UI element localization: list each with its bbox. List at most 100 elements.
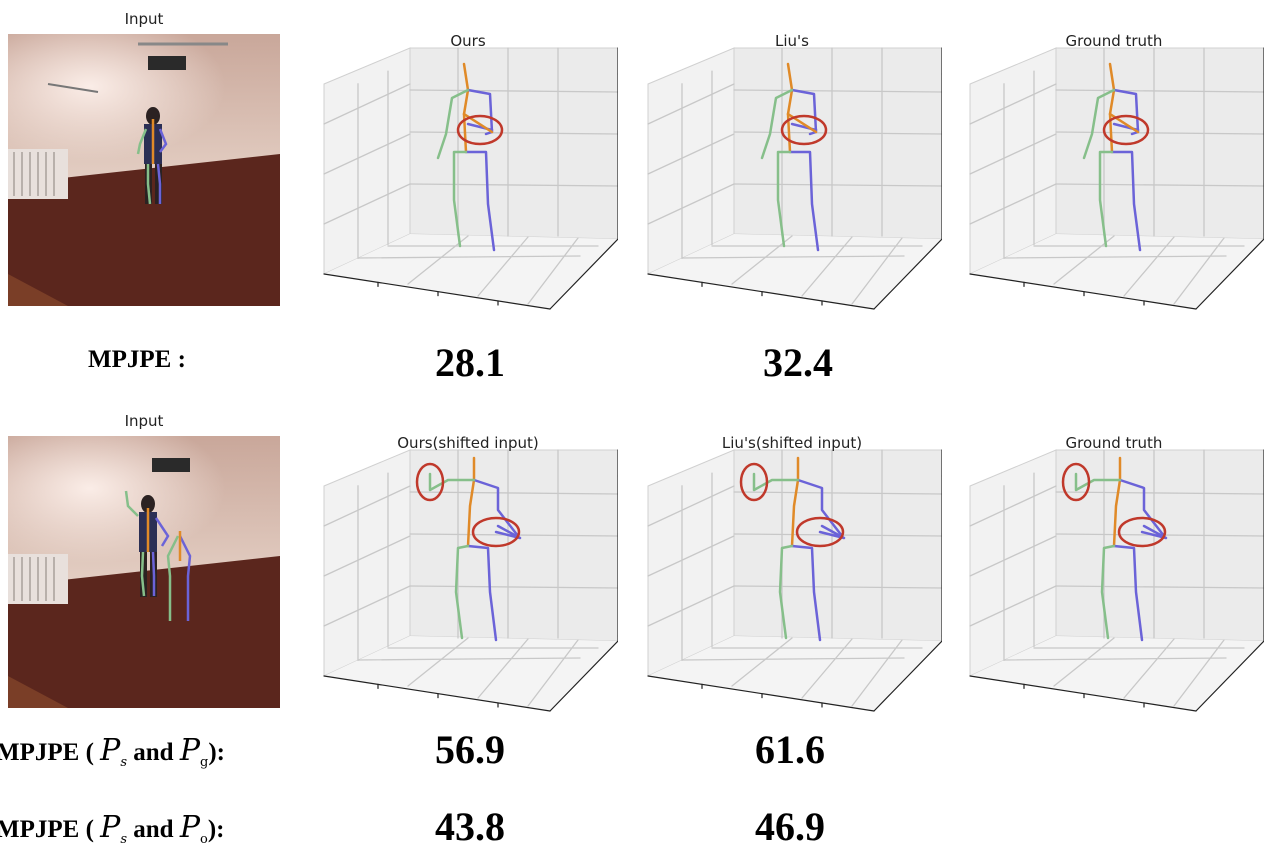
liu-value-pg: 61.6 bbox=[755, 727, 825, 772]
axis-edge bbox=[647, 675, 875, 712]
metric-prefix: MPJPE ( bbox=[0, 816, 94, 843]
math-symbol: P bbox=[179, 733, 200, 768]
metric-and: and bbox=[133, 739, 174, 766]
grid-line bbox=[851, 237, 903, 305]
grid-line bbox=[1123, 638, 1175, 699]
metric-suffix: ): bbox=[208, 739, 225, 766]
grid-line bbox=[647, 183, 735, 225]
grid-line bbox=[731, 637, 793, 687]
highlight-ellipse bbox=[795, 516, 845, 548]
grid-line bbox=[409, 183, 618, 187]
math-symbol: P bbox=[179, 810, 200, 845]
right-forearm-bone bbox=[818, 524, 846, 540]
grid-line bbox=[969, 133, 1057, 175]
grid-line bbox=[1055, 131, 1264, 135]
grid-line bbox=[647, 133, 735, 175]
math-subscript: s bbox=[120, 832, 127, 847]
grid-line bbox=[323, 585, 411, 627]
liu-value-po: 46.9 bbox=[755, 804, 825, 849]
grid-line bbox=[851, 639, 903, 707]
grid-line bbox=[681, 255, 905, 259]
grid-line bbox=[527, 639, 579, 707]
metric-suffix: ): bbox=[207, 816, 225, 843]
grid-line bbox=[1053, 235, 1115, 285]
metric-prefix: MPJPE ( bbox=[0, 739, 94, 766]
plot-title: Ours bbox=[450, 32, 486, 50]
left-arm-bone bbox=[760, 88, 794, 160]
pose-3d-plot bbox=[323, 47, 618, 310]
plot-title: Ground truth bbox=[1065, 32, 1163, 50]
grid-line bbox=[409, 491, 618, 495]
plot-ground-truth: Ground truth bbox=[964, 32, 1264, 316]
highlight-ellipse bbox=[1117, 516, 1167, 548]
grid-line bbox=[1173, 237, 1225, 305]
left-leg-bone bbox=[454, 544, 470, 640]
grid-line bbox=[801, 236, 853, 297]
highlight-ellipse bbox=[739, 462, 769, 502]
highlight-ellipse bbox=[415, 462, 445, 502]
math-symbol: P bbox=[100, 810, 121, 845]
grid-line bbox=[409, 585, 618, 589]
axis-edge bbox=[1195, 640, 1264, 712]
grid-line bbox=[1055, 491, 1264, 495]
plot-title: Ours(shifted input) bbox=[397, 434, 539, 452]
grid-line bbox=[407, 637, 469, 687]
grid-line bbox=[357, 657, 581, 661]
left-arm-bone bbox=[1082, 88, 1116, 160]
right-leg-bone bbox=[788, 150, 820, 252]
axis-edge bbox=[969, 273, 1197, 310]
grid-line bbox=[323, 485, 411, 527]
grid-line bbox=[1003, 255, 1227, 259]
plot-ours-shifted: Ours(shifted input) bbox=[318, 434, 618, 718]
grid-line bbox=[1053, 637, 1115, 687]
grid-line bbox=[733, 491, 942, 495]
pose-3d-plot bbox=[969, 449, 1264, 712]
grid-line bbox=[1055, 585, 1264, 589]
highlight-ellipse bbox=[471, 516, 521, 548]
pose-3d-plot bbox=[647, 449, 942, 712]
metric-label-pg: MPJPE ( Ps and Pg): bbox=[0, 733, 225, 770]
grid-line bbox=[647, 485, 735, 527]
plot-liu-shifted: Liu's(shifted input) bbox=[642, 434, 942, 718]
floor-pane bbox=[970, 234, 1264, 309]
metric-label-po: MPJPE ( Ps and Po): bbox=[0, 810, 224, 847]
axis-edge bbox=[647, 273, 875, 310]
right-leg-bone bbox=[464, 150, 496, 252]
liu-value: 32.4 bbox=[763, 340, 833, 385]
grid-line bbox=[407, 235, 469, 285]
grid-line bbox=[527, 237, 579, 305]
floor-pane bbox=[648, 636, 942, 711]
grid-line bbox=[1055, 183, 1264, 187]
axis-edge bbox=[873, 238, 942, 310]
grid-line bbox=[477, 236, 529, 297]
metric-and: and bbox=[133, 816, 174, 843]
left-arm-bone bbox=[428, 472, 476, 492]
grid-line bbox=[323, 83, 411, 125]
grid-line bbox=[409, 131, 618, 135]
pose-3d-plot bbox=[323, 449, 618, 712]
highlight-ellipse bbox=[1061, 462, 1091, 502]
right-arm-bone bbox=[466, 88, 494, 136]
left-leg-bone bbox=[778, 544, 794, 640]
left-leg-bone bbox=[1098, 150, 1114, 248]
grid-line bbox=[1173, 639, 1225, 707]
plot-ground-truth-shifted: Ground truth bbox=[964, 434, 1264, 718]
metric-label: MPJPE : bbox=[88, 346, 186, 373]
math-subscript: s bbox=[120, 755, 127, 770]
spine-bone bbox=[790, 456, 800, 548]
back-pane bbox=[1055, 449, 1264, 642]
spine-bone bbox=[786, 62, 794, 154]
right-leg-bone bbox=[1110, 150, 1142, 252]
back-pane bbox=[733, 47, 942, 240]
axis-edge bbox=[969, 675, 1197, 712]
grid-line bbox=[647, 535, 735, 577]
grid-line bbox=[1003, 657, 1227, 661]
plot-title: Ground truth bbox=[1065, 434, 1163, 452]
right-arm-bone bbox=[790, 88, 818, 136]
right-forearm-bone bbox=[494, 524, 522, 540]
right-arm-bone bbox=[1112, 88, 1140, 136]
back-pane bbox=[733, 449, 942, 642]
grid-line bbox=[323, 133, 411, 175]
spine-bone bbox=[466, 456, 476, 548]
right-arm-bone bbox=[796, 478, 844, 538]
